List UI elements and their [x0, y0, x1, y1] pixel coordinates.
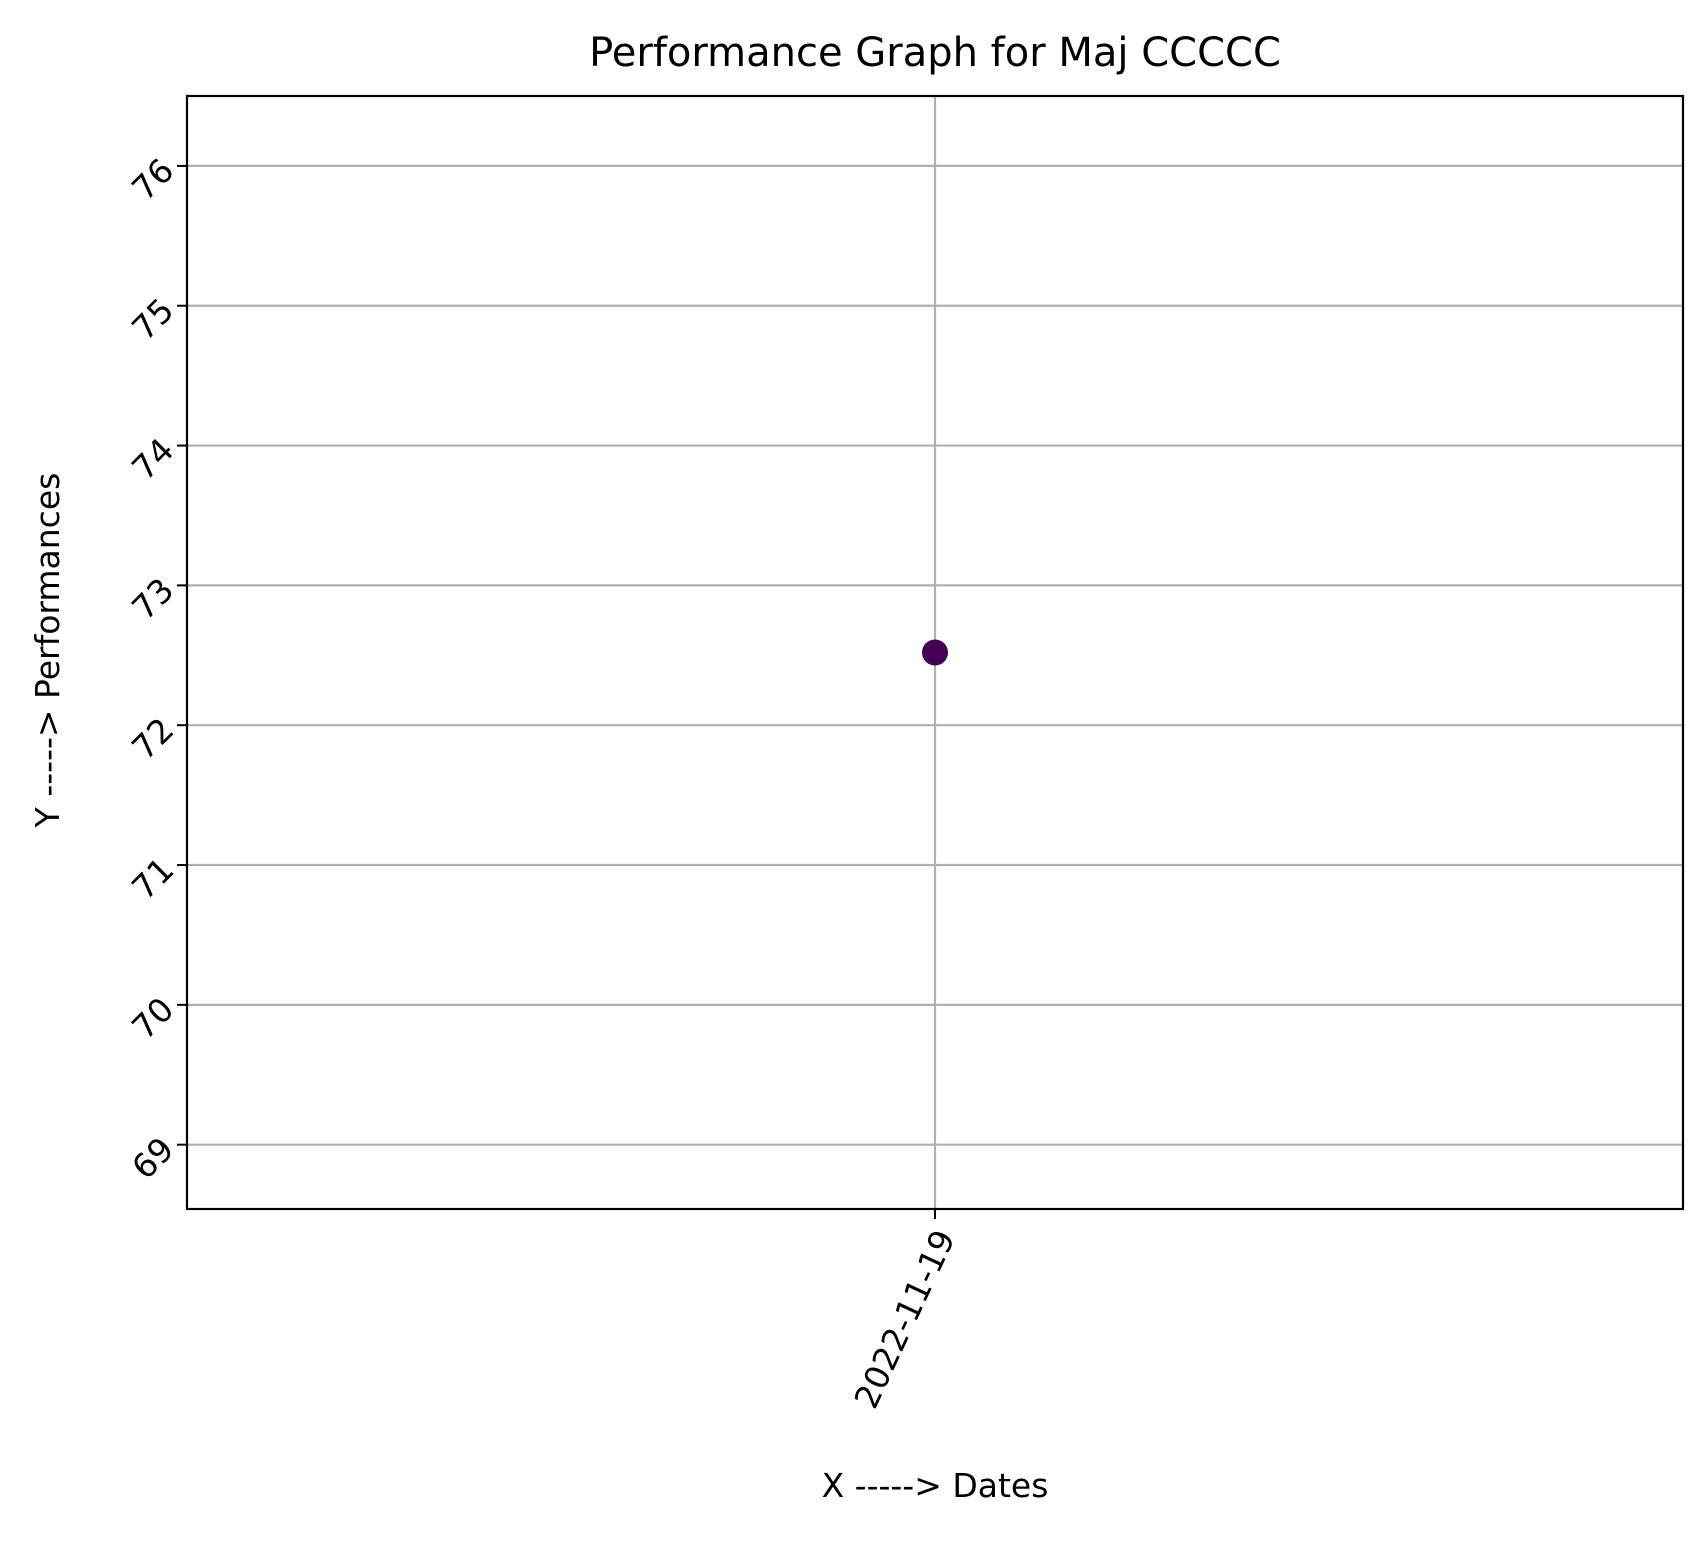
- data-point: [922, 639, 948, 666]
- data-points: [922, 639, 948, 666]
- y-axis-label: Y -----> Performances: [28, 473, 67, 829]
- chart-title: Performance Graph for Maj CCCCC: [589, 30, 1281, 76]
- x-axis-label: X -----> Dates: [822, 1466, 1049, 1505]
- plot-frame: [185, 94, 1685, 1211]
- ticks: [177, 164, 936, 1219]
